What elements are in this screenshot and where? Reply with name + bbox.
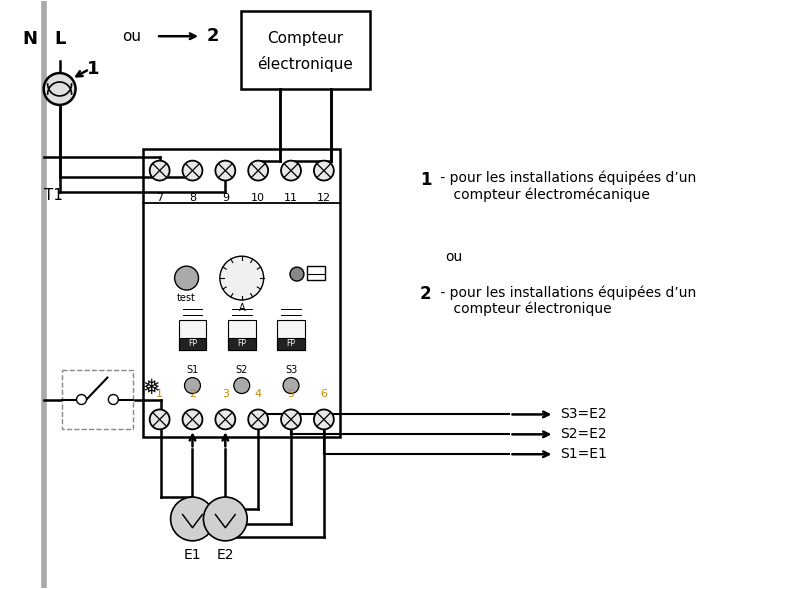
- Bar: [143, 148, 340, 437]
- Text: - pour les installations équipées d’un
    compteur électromécanique: - pour les installations équipées d’un c…: [436, 171, 696, 202]
- Text: ou: ou: [122, 29, 141, 44]
- Circle shape: [182, 161, 202, 181]
- Text: Compteur: Compteur: [267, 31, 343, 46]
- Text: 2: 2: [189, 389, 196, 399]
- Circle shape: [283, 378, 299, 393]
- Text: S2=E2: S2=E2: [560, 428, 607, 441]
- Circle shape: [234, 378, 250, 393]
- Text: FP: FP: [188, 339, 197, 348]
- Circle shape: [174, 266, 198, 290]
- Circle shape: [314, 409, 334, 429]
- Circle shape: [44, 73, 75, 105]
- Circle shape: [170, 497, 214, 541]
- Text: FP: FP: [286, 339, 295, 348]
- Text: FP: FP: [238, 339, 246, 348]
- Text: électronique: électronique: [258, 56, 354, 72]
- Text: 5: 5: [287, 389, 294, 399]
- Text: 11: 11: [284, 193, 298, 203]
- Text: ou: ou: [445, 250, 462, 264]
- Bar: [228, 320, 256, 350]
- Circle shape: [150, 409, 170, 429]
- Circle shape: [77, 395, 86, 405]
- Text: 9: 9: [222, 193, 229, 203]
- Circle shape: [108, 395, 118, 405]
- Bar: [228, 338, 256, 350]
- Text: test: test: [177, 293, 196, 303]
- Circle shape: [150, 161, 170, 181]
- Circle shape: [203, 497, 247, 541]
- Circle shape: [215, 409, 235, 429]
- Bar: [178, 338, 206, 350]
- Text: A: A: [238, 303, 245, 313]
- Bar: [307, 266, 325, 280]
- Text: S1=E1: S1=E1: [560, 447, 607, 461]
- Text: - pour les installations équipées d’un
    compteur électronique: - pour les installations équipées d’un c…: [436, 285, 696, 316]
- Text: L: L: [54, 30, 66, 48]
- Text: 7: 7: [156, 193, 163, 203]
- Text: ❅: ❅: [142, 378, 160, 398]
- Text: T1: T1: [44, 188, 63, 203]
- Text: S1: S1: [186, 365, 198, 375]
- Text: N: N: [22, 30, 38, 48]
- Text: 1: 1: [420, 171, 431, 188]
- Circle shape: [281, 409, 301, 429]
- Text: 1: 1: [156, 389, 163, 399]
- Circle shape: [182, 409, 202, 429]
- Circle shape: [185, 378, 201, 393]
- Circle shape: [281, 161, 301, 181]
- Bar: [241, 11, 370, 89]
- Bar: [178, 320, 206, 350]
- Text: 4: 4: [254, 389, 262, 399]
- Text: 12: 12: [317, 193, 331, 203]
- Text: 1: 1: [87, 60, 100, 78]
- Circle shape: [314, 161, 334, 181]
- Text: 2: 2: [420, 285, 431, 303]
- Bar: [277, 320, 305, 350]
- Circle shape: [248, 409, 268, 429]
- Text: 10: 10: [251, 193, 265, 203]
- Text: E1: E1: [184, 548, 202, 562]
- Text: 8: 8: [189, 193, 196, 203]
- Circle shape: [290, 267, 304, 281]
- Bar: [277, 338, 305, 350]
- Text: 6: 6: [320, 389, 327, 399]
- Text: 2: 2: [206, 27, 219, 45]
- Text: S3: S3: [285, 365, 297, 375]
- Circle shape: [248, 161, 268, 181]
- Bar: [62, 370, 134, 429]
- Circle shape: [215, 161, 235, 181]
- Text: S3=E2: S3=E2: [560, 408, 607, 422]
- Circle shape: [220, 256, 264, 300]
- Text: E2: E2: [217, 548, 234, 562]
- Text: S2: S2: [235, 365, 248, 375]
- Text: 3: 3: [222, 389, 229, 399]
